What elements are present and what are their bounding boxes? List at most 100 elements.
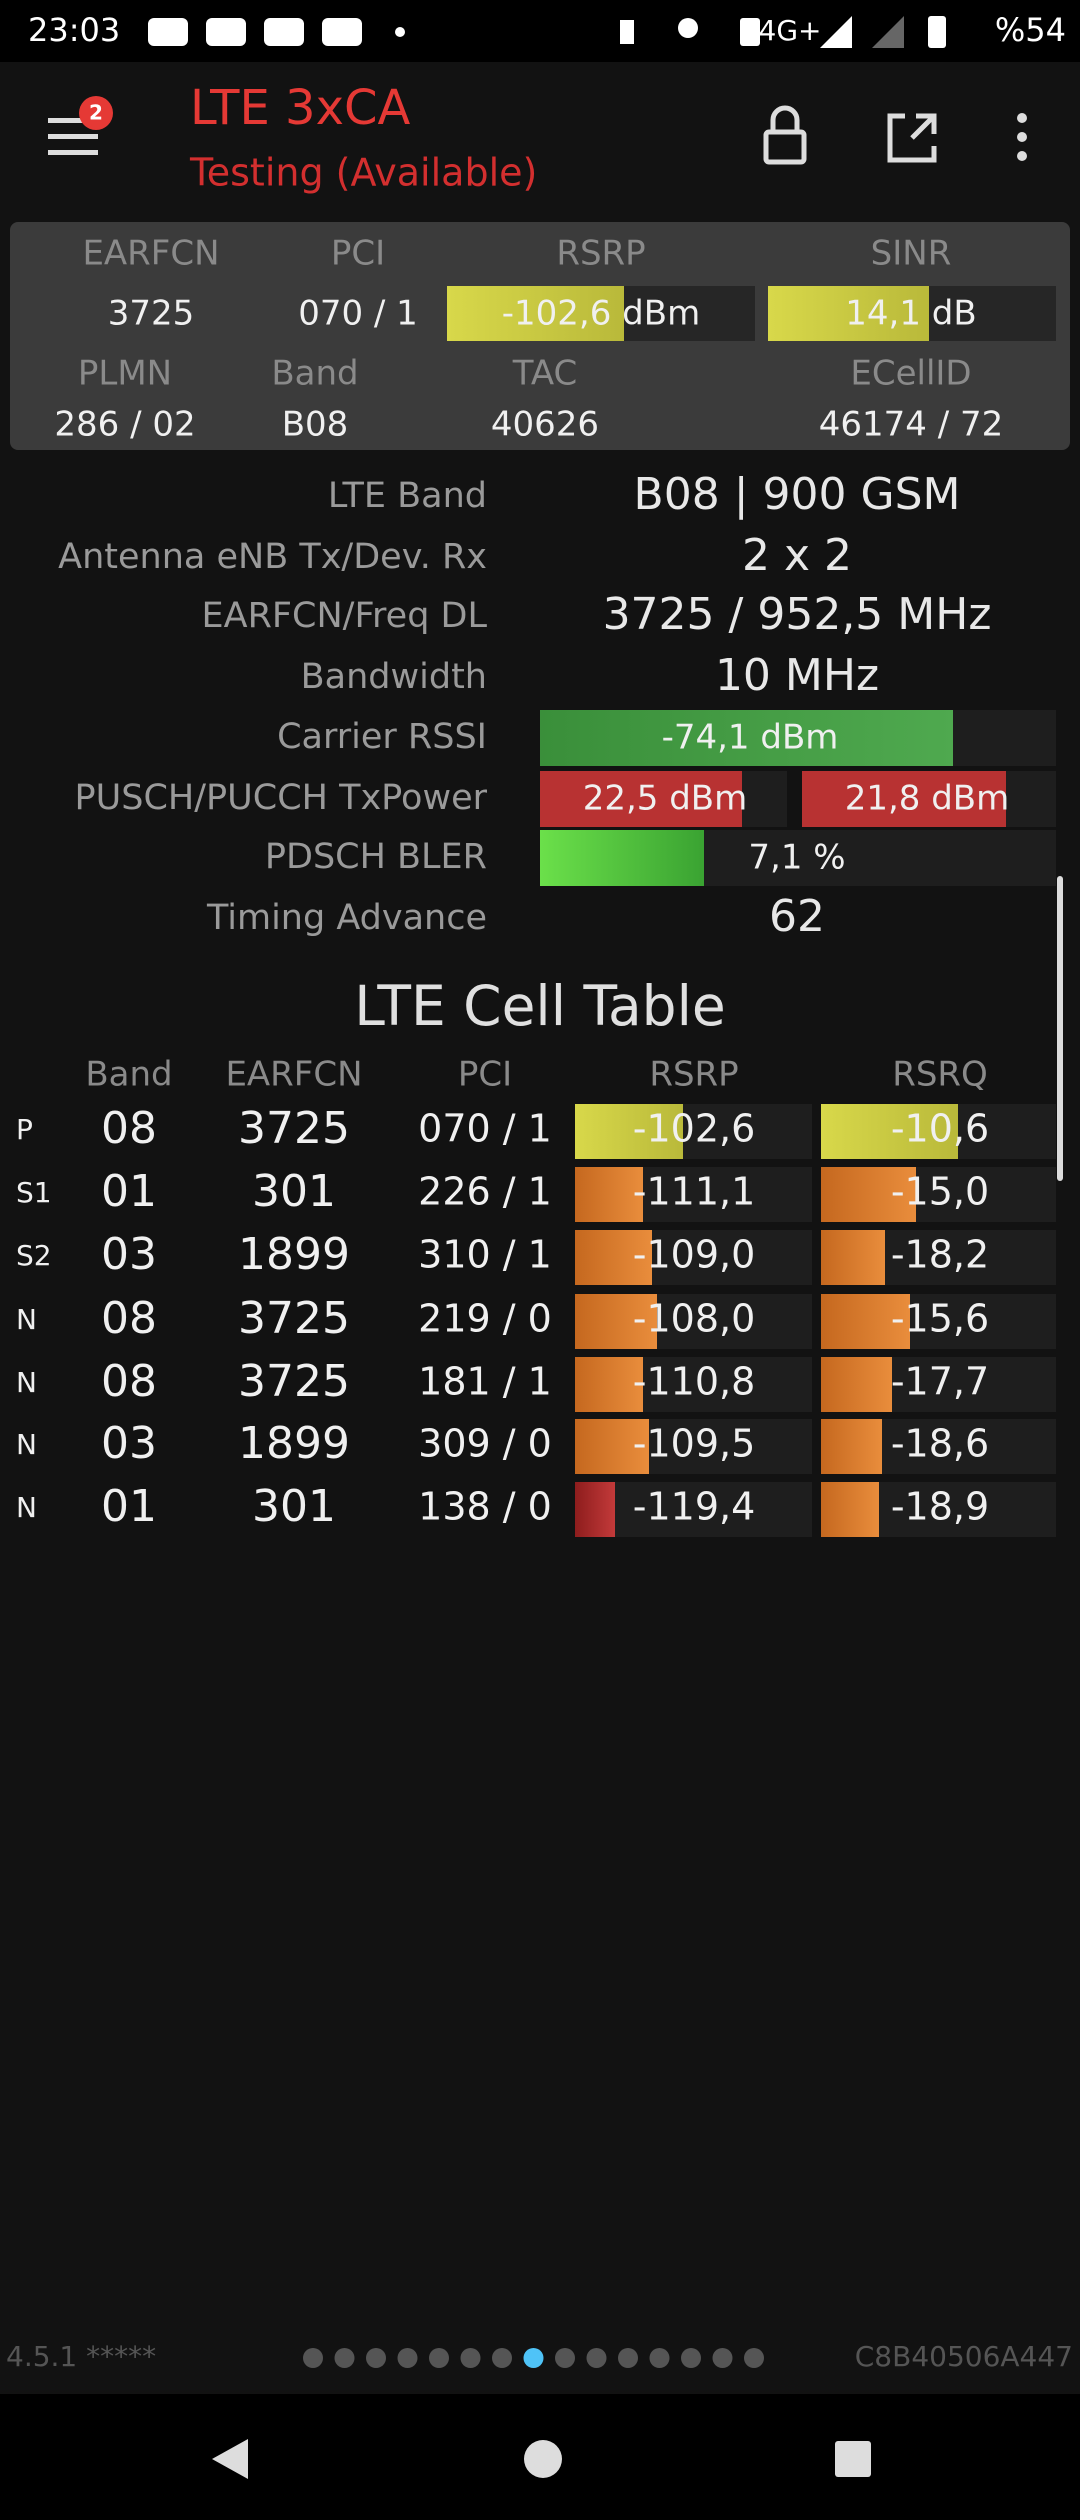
summary-value: 3725: [108, 294, 195, 334]
cell-pci: 070 / 1: [418, 1107, 552, 1151]
status-battery: %54: [995, 11, 1066, 49]
cell-earfcn: 301: [252, 1481, 336, 1532]
page-indicator: [303, 2348, 323, 2368]
cell-band: 08: [101, 1293, 157, 1344]
cell-pci: 226 / 1: [418, 1170, 552, 1214]
status-network: 4G+: [759, 14, 822, 47]
page-indicator: [429, 2348, 449, 2368]
cell-earfcn: 3725: [238, 1103, 350, 1154]
cell-pci: 219 / 0: [418, 1297, 552, 1341]
detail-value: 10 MHz: [715, 650, 879, 701]
scrollbar: [1057, 876, 1063, 1181]
detail-value: 2 x 2: [742, 530, 852, 581]
status-time: 23:03: [28, 11, 120, 49]
rsrp-bar: [575, 1357, 643, 1412]
cell-type: N: [16, 1366, 37, 1399]
cell-band: 08: [101, 1103, 157, 1154]
rsrp-bar: [575, 1419, 649, 1474]
tx-bar: [802, 771, 1006, 827]
cell-table-header: RSRQ: [892, 1055, 988, 1095]
cell-type: S1: [16, 1176, 52, 1209]
app-version: 4.5.1 *****: [6, 2340, 156, 2373]
rsrq-bar: [821, 1419, 882, 1474]
bler-bar: [540, 830, 704, 886]
cell-rsrp: -110,8: [633, 1360, 756, 1404]
cell-rsrp: -102,6: [633, 1107, 756, 1151]
cell-earfcn: 1899: [238, 1229, 350, 1280]
detail-value: 3725 / 952,5 MHz: [603, 589, 992, 640]
recents-button[interactable]: [835, 2441, 871, 2477]
menu-button[interactable]: [48, 96, 113, 155]
cell-type: N: [16, 1428, 37, 1461]
cell-rsrq: -18,2: [891, 1233, 989, 1277]
page-indicator: [366, 2348, 386, 2368]
summary-header: PLMN: [78, 354, 172, 394]
rsrq-bar: [821, 1482, 879, 1537]
cell-band: 03: [101, 1229, 157, 1280]
rsrp-bar: [575, 1294, 657, 1349]
cell-pci: 310 / 1: [418, 1233, 552, 1277]
cell-rsrp: -109,0: [633, 1233, 756, 1277]
page-indicator: [492, 2348, 512, 2368]
rsrq-bar: [821, 1167, 916, 1222]
cell-rsrp: -108,0: [633, 1297, 756, 1341]
back-button[interactable]: [212, 2439, 248, 2479]
open-button[interactable]: [887, 113, 937, 163]
cell-band: 03: [101, 1418, 157, 1469]
page-indicator: [460, 2348, 481, 2368]
app-title: LTE 3xCA: [190, 80, 411, 136]
page-indicator: [744, 2348, 764, 2368]
sinr-bar: [768, 286, 929, 341]
home-button[interactable]: [524, 2440, 562, 2478]
rssi-bar: [540, 710, 953, 766]
rsrp-bar: [575, 1482, 615, 1537]
page-indicator: [649, 2348, 670, 2368]
summary-header: SINR: [871, 234, 952, 274]
page-indicator: [523, 2348, 544, 2368]
cell-pci: 138 / 0: [418, 1485, 552, 1529]
summary-header: PCI: [331, 234, 385, 274]
detail-label: Carrier RSSI: [277, 717, 487, 757]
cell-rsrp: -109,5: [633, 1422, 756, 1466]
summary-value: 14,1 dB: [845, 294, 976, 334]
rsrq-bar: [821, 1294, 910, 1349]
detail-label: LTE Band: [328, 476, 487, 516]
detail-label: PUSCH/PUCCH TxPower: [75, 778, 488, 818]
summary-value: -102,6 dBm: [502, 294, 700, 334]
cell-type: S2: [16, 1239, 52, 1272]
cell-rsrq: -15,6: [891, 1297, 989, 1341]
rsrp-bar: [575, 1104, 683, 1159]
rsrq-bar: [821, 1357, 892, 1412]
more-button[interactable]: [1017, 113, 1027, 161]
app-subtitle: Testing (Available): [189, 151, 537, 195]
detail-value: 22,5 dBm: [583, 779, 748, 819]
cell-table-header: RSRP: [649, 1055, 738, 1095]
rsrq-bar: [821, 1230, 885, 1285]
cell-rsrq: -10,6: [891, 1107, 989, 1151]
cell-type: P: [16, 1113, 33, 1146]
cell-table-header: EARFCN: [225, 1055, 362, 1095]
page-indicator: [397, 2348, 418, 2368]
detail-label: Bandwidth: [301, 657, 487, 697]
rsrq-bar: [821, 1104, 958, 1159]
notification-badge: 2: [89, 101, 103, 125]
cell-earfcn: 301: [252, 1166, 336, 1217]
cell-rsrq: -18,6: [891, 1422, 989, 1466]
detail-label: PDSCH BLER: [265, 837, 487, 877]
lock-button[interactable]: [763, 105, 807, 165]
summary-value: 070 / 1: [298, 294, 418, 334]
cell-earfcn: 3725: [238, 1356, 350, 1407]
cell-rsrp: -119,4: [633, 1485, 756, 1529]
detail-value: 7,1 %: [748, 838, 845, 878]
page-indicator: [334, 2348, 355, 2368]
cell-rsrq: -17,7: [891, 1360, 989, 1404]
cell-earfcn: 1899: [238, 1418, 350, 1469]
rsrp-bar: [447, 286, 624, 341]
cell-band: 01: [101, 1166, 157, 1217]
cell-band: 08: [101, 1356, 157, 1407]
summary-header: Band: [271, 354, 358, 394]
page-indicator: [586, 2348, 607, 2368]
cell-type: N: [16, 1303, 37, 1336]
page-indicator: [618, 2348, 638, 2368]
